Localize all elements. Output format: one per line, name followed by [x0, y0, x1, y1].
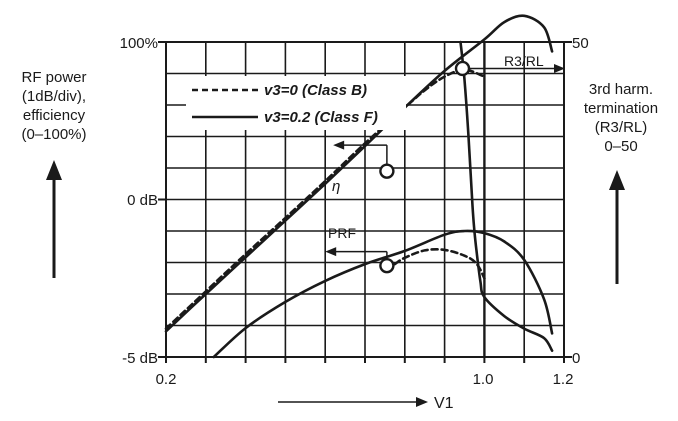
series-line-efficiency-class-f [164, 14, 554, 333]
left-axis-caption: RF power (1dB/div), efficiency (0–100%) [4, 68, 104, 144]
efficiency-arrow-head [333, 140, 345, 150]
rf-power-marker [379, 257, 395, 274]
series-line-rf-power-class-b [393, 248, 486, 280]
left-tick-label-top: 100% [120, 35, 158, 52]
right-axis-caption: 3rd harm. termination (R3/RL) 0–50 [568, 80, 674, 156]
x-tick-label-1-0: 1.0 [473, 371, 494, 388]
annotation-eta: η [332, 178, 340, 195]
left-axis-caption-line: efficiency [22, 107, 86, 124]
right-axis-arrow-head [609, 170, 625, 190]
series-line-efficiency-class-b [164, 68, 486, 330]
legend-background [186, 76, 406, 130]
left-tick-label-bottom: -5 dB [122, 350, 158, 367]
x-axis-label-group: V1 [278, 395, 454, 412]
series-layer [164, 14, 554, 359]
right-tick-label-top: 50 [572, 35, 589, 52]
left-axis-caption-line: (0–100%) [21, 126, 87, 143]
ticks [158, 41, 572, 363]
legend-label-class-b: v3=0 (Class B) [264, 82, 367, 99]
x-tick-label-0-2: 0.2 [156, 371, 177, 388]
termination-marker [454, 60, 471, 77]
annotation-r3-rl: R3/RL [504, 53, 544, 69]
termination-arrow-head [554, 63, 565, 73]
legend-label-class-f: v3=0.2 (Class F) [264, 109, 378, 126]
legend: v3=0 (Class B) v3=0.2 (Class F) [186, 76, 406, 130]
x-axis-arrow-head [416, 397, 428, 407]
left-axis-caption-line: RF power [21, 69, 87, 86]
x-axis-label: V1 [434, 395, 454, 412]
right-axis-caption-line: (R3/RL) [594, 119, 648, 136]
left-axis-arrow-head [46, 160, 62, 180]
rf-power-arrow-head [325, 247, 337, 257]
x-tick-label-1-2: 1.2 [553, 371, 574, 388]
right-axis-caption-line: termination [583, 100, 659, 117]
left-axis-caption-line: (1dB/div), [21, 88, 87, 105]
series-line-third-harmonic-termination-class-f [459, 40, 554, 352]
left-tick-label-mid: 0 dB [127, 192, 158, 209]
right-tick-label-bottom: 0 [572, 350, 580, 367]
right-axis-caption-line: 0–50 [604, 138, 638, 155]
series-line-rf-power-class-f [212, 229, 554, 359]
annotation-layer [325, 60, 565, 274]
right-axis-caption-line: 3rd harm. [588, 81, 654, 98]
efficiency-marker [379, 163, 395, 179]
annotation-prf: PRF [328, 225, 356, 241]
